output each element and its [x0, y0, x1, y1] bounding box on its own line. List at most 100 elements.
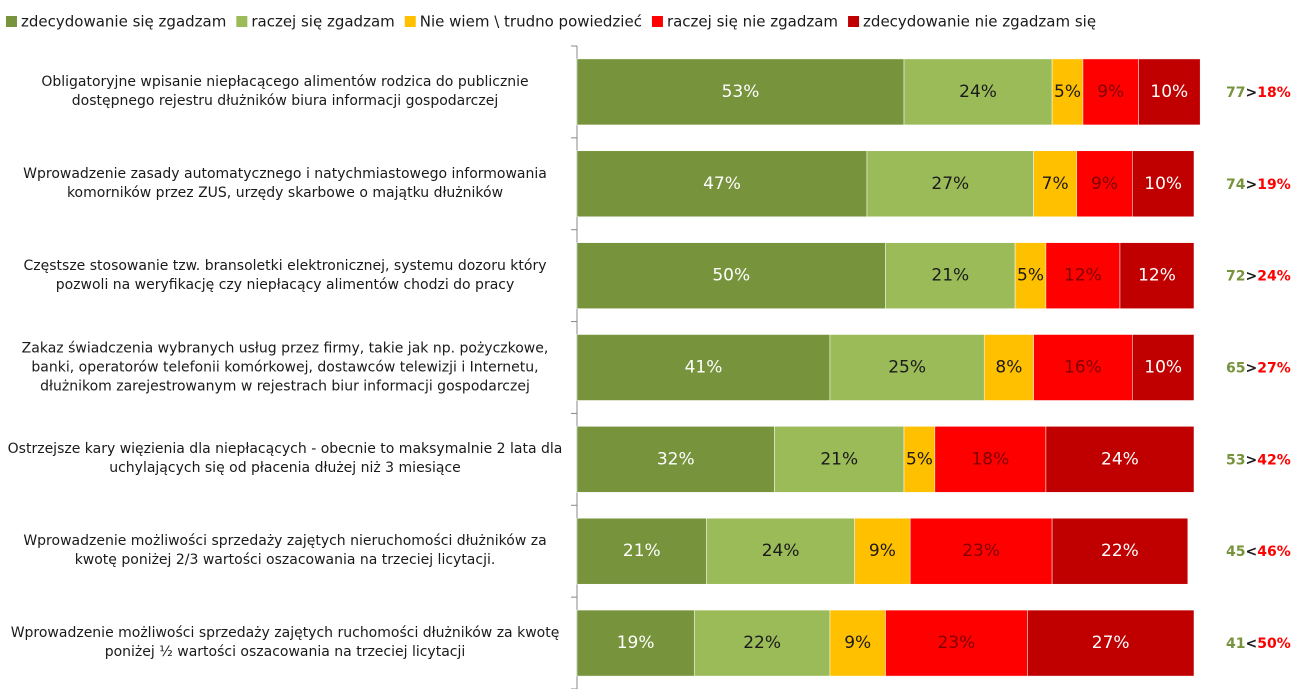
legend-swatch — [651, 16, 663, 27]
category-label: Wprowadzenie możliwości sprzedaży zajęty… — [10, 625, 560, 661]
value-label: 23% — [962, 541, 1000, 561]
category-label: Obligatoryjne wpisanie niepłacącego alim… — [41, 73, 529, 109]
value-label: 10% — [1144, 358, 1182, 378]
net-agree: 53 — [1226, 452, 1245, 468]
value-label: 27% — [931, 174, 969, 194]
bar-segment — [576, 58, 905, 126]
category-label: Zakaz świadczenia wybranych usług przez … — [21, 340, 549, 394]
value-label: 9% — [1097, 82, 1124, 102]
bar-segment — [1027, 609, 1195, 677]
net-label: 45<46% — [1226, 544, 1291, 560]
value-label: 21% — [931, 266, 969, 286]
value-label: 5% — [1054, 82, 1081, 102]
bar-segment — [576, 242, 886, 309]
value-label: 12% — [1064, 266, 1102, 286]
bar-segment — [693, 609, 831, 677]
bar-segment — [829, 609, 886, 677]
value-label: 10% — [1144, 174, 1182, 194]
net-disagree: 24% — [1257, 269, 1291, 285]
bar-segment — [829, 334, 985, 401]
net-label: 53>42% — [1226, 452, 1291, 468]
net-disagree: 50% — [1257, 636, 1291, 652]
legend-swatch — [848, 16, 860, 27]
value-label: 25% — [888, 358, 926, 378]
legend-label: zdecydowanie nie zgadzam się — [863, 13, 1096, 31]
net-sign: > — [1245, 85, 1257, 101]
net-disagree: 27% — [1257, 361, 1291, 377]
value-label: 19% — [617, 633, 655, 653]
value-label: 50% — [712, 266, 750, 286]
value-label: 9% — [869, 541, 896, 561]
net-sign: > — [1245, 177, 1257, 193]
bar-segment — [774, 426, 905, 493]
net-label: 41<50% — [1226, 636, 1291, 652]
net-sign: < — [1245, 544, 1257, 560]
bar-segment — [576, 334, 831, 401]
bar-segment — [576, 426, 775, 493]
value-label: 10% — [1150, 82, 1188, 102]
bar-segment — [1138, 58, 1201, 126]
value-label: 5% — [906, 449, 933, 469]
legend-label: Nie wiem \ trudno powiedzieć — [420, 13, 642, 31]
legend-label: raczej się zgadzam — [251, 13, 394, 31]
value-label: 16% — [1064, 358, 1102, 378]
bar-segment — [934, 426, 1047, 493]
value-label: 27% — [1092, 633, 1130, 653]
bar-segment — [1132, 334, 1195, 401]
net-label: 77>18% — [1226, 85, 1291, 101]
net-agree: 45 — [1226, 544, 1245, 560]
value-label: 53% — [722, 82, 760, 102]
value-label: 32% — [657, 449, 695, 469]
net-sign: > — [1245, 269, 1257, 285]
net-sign: > — [1245, 361, 1257, 377]
bar-segment — [854, 517, 911, 585]
value-label: 18% — [971, 449, 1009, 469]
bar-segment — [576, 517, 707, 585]
bar-segment — [1014, 242, 1047, 309]
value-label: 22% — [1101, 541, 1139, 561]
net-disagree: 46% — [1257, 544, 1291, 560]
net-label: 74>19% — [1226, 177, 1291, 193]
bar-segment — [1051, 517, 1189, 585]
bar-segment — [1033, 150, 1078, 218]
value-label: 24% — [959, 82, 997, 102]
value-label: 21% — [820, 449, 858, 469]
bar-segment — [885, 609, 1028, 677]
category-label: Ostrzejsze kary więzienia dla niepłacący… — [7, 441, 563, 477]
bar-segment — [1045, 242, 1121, 309]
value-label: 22% — [743, 633, 781, 653]
net-agree: 77 — [1226, 85, 1245, 101]
bar-segment — [1119, 242, 1195, 309]
bar-segment — [909, 517, 1053, 585]
bar-segment — [1033, 334, 1133, 401]
value-label: 7% — [1042, 174, 1069, 194]
net-disagree: 19% — [1257, 177, 1291, 193]
bar-segment — [866, 150, 1034, 218]
value-label: 41% — [685, 358, 723, 378]
value-label: 9% — [1091, 174, 1118, 194]
value-label: 24% — [1101, 449, 1139, 469]
value-label: 12% — [1138, 266, 1176, 286]
bar-segment — [903, 58, 1053, 126]
net-agree: 41 — [1226, 636, 1245, 652]
net-label: 72>24% — [1226, 269, 1291, 285]
value-label: 5% — [1017, 266, 1044, 286]
bar-segment — [1076, 150, 1133, 218]
net-agree: 72 — [1226, 269, 1245, 285]
bar-segment — [1045, 426, 1195, 493]
net-agree: 74 — [1226, 177, 1246, 193]
value-label: 24% — [762, 541, 800, 561]
value-label: 23% — [938, 633, 976, 653]
legend-label: raczej się nie zgadzam — [667, 13, 838, 31]
value-label: 47% — [703, 174, 741, 194]
net-agree: 65 — [1226, 361, 1245, 377]
value-label: 21% — [623, 541, 661, 561]
value-label: 8% — [995, 358, 1022, 378]
legend-swatch — [236, 16, 248, 27]
legend-label: zdecydowanie się zgadzam — [21, 13, 226, 31]
net-sign: > — [1245, 452, 1257, 468]
category-label: Wprowadzenie możliwości sprzedaży zajęty… — [23, 533, 547, 569]
bar-segment — [1082, 58, 1139, 126]
